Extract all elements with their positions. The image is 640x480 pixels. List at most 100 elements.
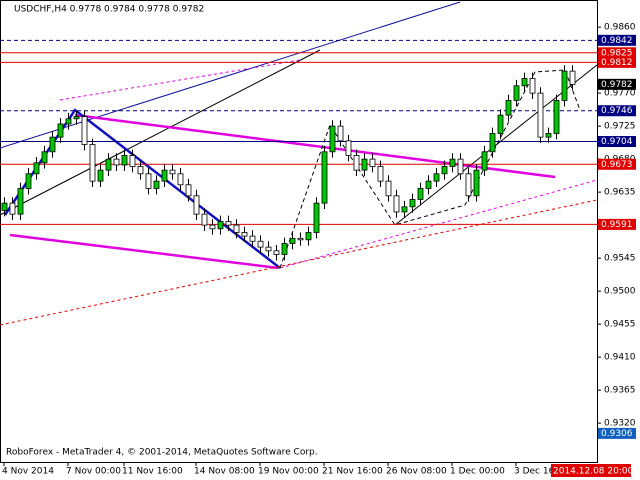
level-label: 0.9673 bbox=[601, 160, 633, 170]
level-label: 0.9812 bbox=[601, 58, 633, 68]
y-tick-label: 0.9320 bbox=[604, 419, 636, 429]
level-box bbox=[598, 78, 636, 90]
y-tick-label: 0.9365 bbox=[604, 386, 636, 396]
candle-body bbox=[465, 173, 472, 197]
candle-body bbox=[417, 188, 424, 200]
x-tick-label: 4 Nov 2014 bbox=[2, 467, 54, 477]
candle-body bbox=[121, 155, 128, 166]
candle-body bbox=[481, 151, 488, 171]
plot-frame bbox=[0, 0, 598, 463]
candle-body bbox=[113, 158, 120, 166]
candle-body bbox=[529, 78, 536, 94]
candle-body bbox=[225, 221, 232, 226]
candle-body bbox=[361, 158, 368, 171]
candle-body bbox=[265, 246, 272, 252]
candle-body bbox=[537, 92, 544, 138]
candle-body bbox=[41, 151, 48, 164]
x-tick-label: 26 Nov 08:00 bbox=[386, 467, 447, 477]
candle-body bbox=[369, 158, 376, 167]
forecast-line bbox=[279, 69, 581, 269]
candle-body bbox=[377, 166, 384, 182]
candle-body bbox=[329, 125, 336, 153]
y-tick-label: 0.9455 bbox=[604, 320, 636, 330]
chart-title: USDCHF,H4 0.9778 0.9784 0.9778 0.9782 bbox=[14, 5, 204, 15]
candle-body bbox=[561, 70, 568, 101]
x-tick-label: 3 Dec 16 bbox=[514, 467, 555, 477]
candle-body bbox=[25, 173, 32, 189]
x-tick-label: 7 Nov 00:00 bbox=[66, 467, 121, 477]
candle-body bbox=[553, 100, 560, 134]
level-box bbox=[598, 427, 636, 439]
candle-body bbox=[137, 166, 144, 175]
candle-body bbox=[201, 213, 208, 226]
candle-body bbox=[145, 173, 152, 189]
candle-body bbox=[33, 162, 40, 175]
candle-body bbox=[161, 169, 168, 182]
candle-body bbox=[513, 85, 520, 101]
candle-body bbox=[569, 70, 576, 85]
candle-body bbox=[185, 184, 192, 197]
candle-body bbox=[305, 232, 312, 241]
candle-body bbox=[81, 116, 88, 145]
candle-body bbox=[489, 133, 496, 153]
trendline bbox=[59, 59, 301, 101]
candle-body bbox=[105, 158, 112, 171]
candle-body bbox=[353, 155, 360, 171]
candle-body bbox=[257, 240, 264, 248]
level-box bbox=[598, 136, 636, 148]
candle-body bbox=[433, 173, 440, 182]
candle-body bbox=[321, 151, 328, 204]
level-label: 0.9825 bbox=[601, 48, 633, 58]
y-tick-label: 0.9770 bbox=[604, 89, 636, 99]
candle-body bbox=[129, 155, 136, 167]
level-label: 0.9591 bbox=[601, 220, 633, 230]
trendline bbox=[0, 49, 321, 216]
candle-body bbox=[169, 169, 176, 175]
candle-body bbox=[313, 202, 320, 233]
level-box bbox=[598, 218, 636, 230]
candle-body bbox=[409, 199, 416, 208]
candle-body bbox=[545, 133, 552, 138]
candle-body bbox=[337, 125, 344, 142]
candle-body bbox=[233, 224, 240, 233]
x-tick-label: 11 Nov 16:00 bbox=[122, 467, 183, 477]
level-label: 0.9704 bbox=[601, 137, 633, 147]
time-box bbox=[551, 464, 631, 477]
y-tick-label: 0.9860 bbox=[604, 23, 636, 33]
candle-body bbox=[153, 180, 160, 189]
x-tick-label: 1 Dec 00:00 bbox=[450, 467, 505, 477]
candle-body bbox=[457, 158, 464, 175]
candle-body bbox=[217, 221, 224, 230]
x-tick-label: 19 Nov 00:00 bbox=[258, 467, 319, 477]
channel-line bbox=[74, 113, 556, 179]
candle-body bbox=[441, 166, 448, 175]
y-tick-label: 0.9545 bbox=[604, 254, 636, 264]
candle-body bbox=[297, 237, 304, 241]
candle-body bbox=[73, 116, 80, 120]
x-tick-label: 21 Nov 16:00 bbox=[322, 467, 383, 477]
candle-body bbox=[281, 243, 288, 255]
y-tick-label: 0.9410 bbox=[604, 353, 636, 363]
level-box bbox=[598, 105, 636, 117]
candle-body bbox=[425, 180, 432, 189]
candle-body bbox=[273, 250, 280, 255]
level-box bbox=[598, 158, 636, 170]
y-tick-label: 0.9635 bbox=[604, 188, 636, 198]
level-box bbox=[598, 56, 636, 68]
candle-body bbox=[497, 114, 504, 134]
level-box bbox=[598, 34, 636, 46]
candle-body bbox=[521, 78, 528, 87]
y-tick-label: 0.9725 bbox=[604, 122, 636, 132]
candle-body bbox=[289, 237, 296, 244]
candle-body bbox=[505, 100, 512, 116]
candle-body bbox=[209, 224, 216, 230]
candle-body bbox=[401, 206, 408, 213]
level-label: 0.9306 bbox=[601, 429, 633, 439]
x-tick-label: 14 Nov 08:00 bbox=[194, 467, 255, 477]
candle-body bbox=[9, 202, 16, 215]
level-box bbox=[598, 47, 636, 59]
candle-body bbox=[1, 202, 8, 211]
candle-body bbox=[249, 235, 256, 242]
channel-line bbox=[9, 233, 279, 270]
